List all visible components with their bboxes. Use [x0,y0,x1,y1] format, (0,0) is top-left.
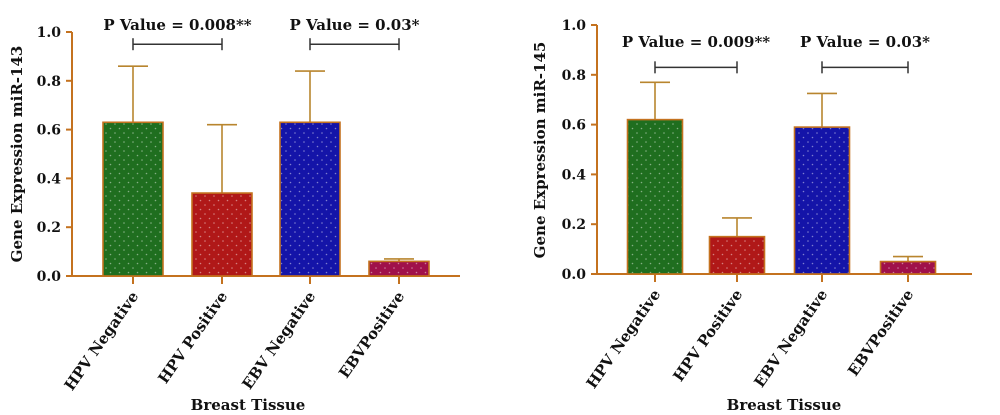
p-value-label: P Value = 0.008** [103,16,251,34]
x-axis-title: Breast Tissue [191,396,306,414]
y-tick-label: 0.0 [37,269,62,285]
y-tick-label: 0.6 [37,123,61,139]
p-value-label: P Value = 0.03* [800,33,930,51]
y-axis-title: Gene Expression miR-145 [531,42,549,259]
y-tick-label: 0.2 [562,217,586,233]
bar-texture [795,128,849,273]
y-tick-label: 0.8 [562,68,586,84]
bar-texture [370,262,428,275]
chart-panel-mir145: Gene Expression miR-145 Breast Tissue 0.… [531,18,972,414]
y-tick-label: 0.0 [562,267,587,283]
bar-texture [710,237,764,273]
x-tick-label: HPV Positive [154,288,231,387]
bar-texture [281,123,339,275]
x-tick-label: EBV Negative [238,288,319,393]
x-tick-label: EBVPositive [335,288,408,382]
bar-texture [881,262,935,273]
y-tick-label: 0.4 [37,171,62,187]
x-tick-label: EBVPositive [844,286,917,380]
x-tick-label: EBV Negative [750,286,831,391]
x-tick-label: HPV Negative [61,288,143,394]
x-tick-label: HPV Negative [583,286,665,392]
chart-panel-mir143: Gene Expression miR-143 Breast Tissue 0.… [8,16,460,414]
y-tick-label: 1.0 [37,25,62,41]
y-tick-label: 0.6 [562,118,586,134]
y-tick-label: 1.0 [562,18,587,34]
x-axis-title: Breast Tissue [727,396,842,414]
p-value-label: P Value = 0.03* [289,16,419,34]
y-axis-title: Gene Expression miR-143 [8,46,26,263]
p-value-label: P Value = 0.009** [622,33,770,51]
x-tick-label: HPV Positive [669,286,746,385]
bar-texture [628,120,682,274]
bar-texture [193,194,251,275]
bar-texture [104,123,162,275]
y-tick-label: 0.8 [37,74,61,90]
y-tick-label: 0.2 [37,220,61,236]
y-tick-label: 0.4 [562,167,587,183]
